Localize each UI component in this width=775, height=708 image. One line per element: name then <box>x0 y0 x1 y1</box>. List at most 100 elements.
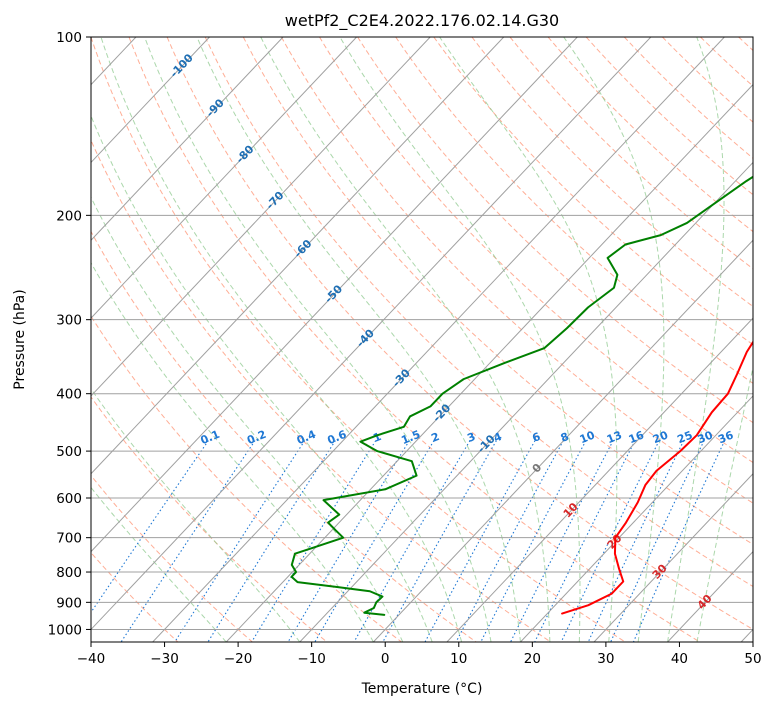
mixing-ratio-label: 30 <box>696 428 715 446</box>
temperature-profile-line <box>561 340 753 615</box>
mixing-ratio-line <box>560 440 660 642</box>
mixing-ratio-line <box>610 440 705 642</box>
mixing-ratio-line <box>120 440 256 642</box>
isotherm-line <box>520 395 753 642</box>
x-axis: −40 −30 −20 −10 0 10 20 30 40 50 <box>77 642 762 667</box>
moist-adiabat-line <box>339 37 581 642</box>
mixing-ratio-label: 36 <box>716 428 735 446</box>
dry-adiabat-line <box>547 37 753 233</box>
dry-adiabat-line <box>91 396 328 642</box>
moist-adiabat-line <box>144 37 492 642</box>
moist-adiabat-line <box>667 37 725 642</box>
moist-adiabat-line <box>696 365 753 642</box>
x-tick-label: −30 <box>150 651 179 667</box>
dry-adiabat-line <box>204 37 753 588</box>
mixing-ratio-line <box>587 440 685 642</box>
x-tick-label: −20 <box>224 651 253 667</box>
isotherm-line <box>225 83 753 642</box>
x-tick-label: −40 <box>77 651 106 667</box>
mixing-ratio-label: 13 <box>605 429 624 447</box>
isotherm-line <box>91 37 578 553</box>
mixing-ratio-label: 0.4 <box>295 428 318 447</box>
isotherm-line <box>593 473 753 642</box>
moist-adiabat-line <box>91 388 301 642</box>
isotherm-line <box>91 37 505 475</box>
mixing-ratio-line <box>480 440 587 642</box>
moist-adiabat-line <box>196 37 521 642</box>
dry-adiabat-line <box>509 37 753 270</box>
mixing-ratio-label: 0.1 <box>199 428 222 447</box>
dry-adiabat-line <box>91 230 478 642</box>
mixing-ratio-label: 20 <box>651 428 670 446</box>
y-tick-label: 900 <box>56 595 82 611</box>
isotherm-line <box>91 37 431 397</box>
isotherm-line <box>299 161 753 642</box>
mixing-ratio-line <box>207 440 336 642</box>
y-tick-label: 1000 <box>48 622 82 638</box>
dry-adiabat-line <box>471 37 753 308</box>
isotherm-line <box>0 37 62 642</box>
isotherm-line <box>372 239 753 642</box>
moist-adiabat-line <box>439 37 618 642</box>
mixing-ratio-line <box>314 440 435 642</box>
isotherm-line <box>152 37 725 642</box>
mixing-ratio-line <box>509 440 614 642</box>
mixing-ratio-label: 2 <box>429 430 441 445</box>
moist-adiabat-line <box>91 261 374 642</box>
dry-adiabat-line <box>166 37 753 631</box>
x-tick-label: 40 <box>671 651 688 667</box>
x-tick-label: 10 <box>450 651 467 667</box>
y-tick-label: 500 <box>56 444 82 460</box>
dry-adiabat-line <box>242 37 753 545</box>
mixing-ratio-label: 6 <box>530 430 542 445</box>
y-tick-label: 400 <box>56 387 82 403</box>
x-axis-label: Temperature (°C) <box>361 681 483 697</box>
isotherm-line <box>91 37 284 241</box>
moist-adiabat-line <box>100 37 463 642</box>
y-tick-label: 800 <box>56 565 82 581</box>
x-tick-label: 0 <box>381 651 390 667</box>
mixing-ratio-line <box>287 440 410 642</box>
mixing-ratio-label: 10 <box>578 428 597 446</box>
moist-adiabat-line <box>260 37 551 642</box>
dewpoint-profile-line <box>290 175 753 616</box>
x-tick-label: 30 <box>597 651 614 667</box>
chart-title: wetPf2_C2E4.2022.176.02.14.G30 <box>285 11 559 31</box>
mixing-ratio-line <box>534 440 636 642</box>
mixing-ratio-line <box>353 440 471 642</box>
mixing-ratio-line <box>91 440 209 614</box>
x-tick-label: −10 <box>297 651 326 667</box>
dry-adiabat-line <box>280 37 753 504</box>
isotherm-line <box>446 317 753 642</box>
isotherm-line <box>667 550 753 642</box>
moist-adiabat-line <box>91 114 433 642</box>
y-tick-label: 600 <box>56 491 82 507</box>
mixing-ratio-label: 1 <box>371 430 383 445</box>
y-tick-label: 700 <box>56 531 82 547</box>
y-axis-label: Pressure (hPa) <box>12 289 28 389</box>
moist-adiabat-line <box>91 486 227 642</box>
gridlines <box>0 37 753 642</box>
isotherm-line <box>91 37 652 631</box>
mixing-ratio-label: 0.2 <box>245 428 268 447</box>
x-tick-label: 20 <box>524 651 541 667</box>
x-tick-label: 50 <box>744 651 761 667</box>
mixing-ratio-label: 0.6 <box>325 428 348 447</box>
profile-lines <box>290 175 753 616</box>
mixing-ratio-line <box>632 440 726 642</box>
plot-frame <box>90 36 754 643</box>
y-tick-label: 200 <box>56 208 82 224</box>
mixing-ratio-line <box>174 440 306 642</box>
mixing-ratio-line <box>424 440 536 642</box>
y-axis: 100 200 300 400 500 600 700 800 900 1000 <box>48 30 91 638</box>
mixing-ratio-label: 25 <box>675 429 694 447</box>
y-tick-label: 100 <box>56 30 82 46</box>
isotherm-line <box>91 37 210 164</box>
dry-adiabat-line <box>738 37 753 52</box>
y-tick-label: 300 <box>56 313 82 329</box>
moist-adiabat-line <box>563 37 665 642</box>
mixing-ratio-label: 3 <box>465 430 477 445</box>
mixing-ratio-label: 1.5 <box>399 428 422 447</box>
